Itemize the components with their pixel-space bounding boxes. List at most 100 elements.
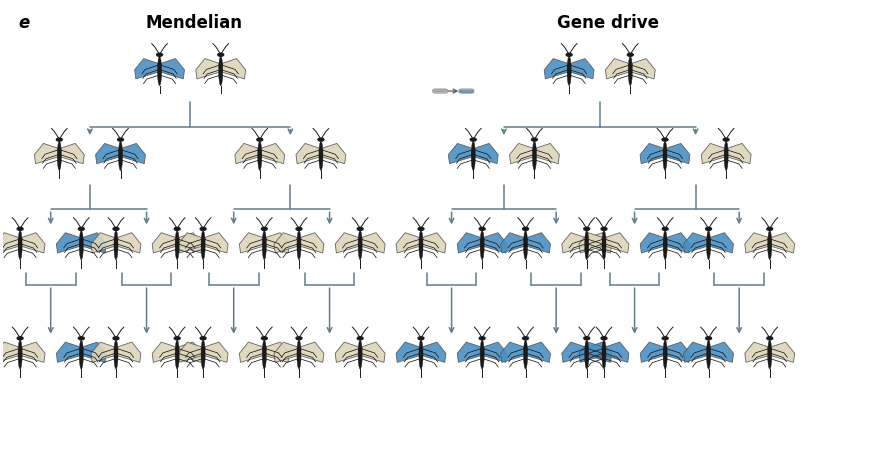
Circle shape xyxy=(157,54,162,57)
Polygon shape xyxy=(640,342,664,363)
Polygon shape xyxy=(667,342,690,363)
Polygon shape xyxy=(727,144,751,164)
Text: Gene drive: Gene drive xyxy=(558,14,660,32)
Circle shape xyxy=(523,337,529,340)
Polygon shape xyxy=(204,233,228,253)
Polygon shape xyxy=(396,233,420,253)
Polygon shape xyxy=(361,233,385,253)
Polygon shape xyxy=(771,233,795,253)
FancyBboxPatch shape xyxy=(459,90,474,93)
Ellipse shape xyxy=(585,340,588,369)
Ellipse shape xyxy=(358,231,362,260)
Ellipse shape xyxy=(79,340,83,369)
Ellipse shape xyxy=(419,231,423,260)
Polygon shape xyxy=(82,233,106,253)
Polygon shape xyxy=(0,342,19,363)
Polygon shape xyxy=(588,233,611,253)
Polygon shape xyxy=(260,144,285,164)
Polygon shape xyxy=(21,233,45,253)
Polygon shape xyxy=(239,233,263,253)
Circle shape xyxy=(724,139,729,142)
Circle shape xyxy=(113,337,119,340)
Circle shape xyxy=(627,54,633,57)
Ellipse shape xyxy=(114,340,118,369)
Polygon shape xyxy=(61,144,84,164)
Ellipse shape xyxy=(319,142,323,171)
Polygon shape xyxy=(153,342,176,363)
Polygon shape xyxy=(667,144,690,164)
Polygon shape xyxy=(235,144,259,164)
Ellipse shape xyxy=(524,231,528,260)
Polygon shape xyxy=(422,342,446,363)
Ellipse shape xyxy=(663,142,667,171)
Circle shape xyxy=(261,337,267,340)
Polygon shape xyxy=(96,144,119,164)
Polygon shape xyxy=(361,342,385,363)
Ellipse shape xyxy=(158,57,161,87)
Circle shape xyxy=(706,228,711,231)
Ellipse shape xyxy=(18,340,22,369)
Polygon shape xyxy=(562,342,586,363)
Polygon shape xyxy=(709,233,733,253)
Circle shape xyxy=(113,228,119,231)
Ellipse shape xyxy=(724,142,728,171)
Polygon shape xyxy=(422,233,446,253)
Circle shape xyxy=(523,228,529,231)
Polygon shape xyxy=(300,233,324,253)
Ellipse shape xyxy=(628,57,632,87)
Circle shape xyxy=(18,337,23,340)
Polygon shape xyxy=(501,342,524,363)
Ellipse shape xyxy=(471,142,475,171)
Polygon shape xyxy=(91,233,115,253)
Circle shape xyxy=(200,337,206,340)
Ellipse shape xyxy=(532,142,537,171)
Polygon shape xyxy=(21,342,45,363)
Ellipse shape xyxy=(602,231,606,260)
Polygon shape xyxy=(579,342,602,363)
Polygon shape xyxy=(335,342,359,363)
Ellipse shape xyxy=(358,340,362,369)
Ellipse shape xyxy=(297,340,301,369)
Polygon shape xyxy=(91,342,115,363)
Ellipse shape xyxy=(767,340,772,369)
Circle shape xyxy=(78,228,84,231)
Ellipse shape xyxy=(114,231,118,260)
Circle shape xyxy=(217,54,224,57)
Circle shape xyxy=(357,228,363,231)
Polygon shape xyxy=(274,342,298,363)
Text: e: e xyxy=(18,14,30,32)
Ellipse shape xyxy=(707,340,710,369)
Circle shape xyxy=(418,228,424,231)
Ellipse shape xyxy=(663,231,667,260)
Polygon shape xyxy=(702,144,725,164)
Polygon shape xyxy=(771,342,795,363)
Polygon shape xyxy=(709,342,733,363)
Circle shape xyxy=(257,139,263,142)
Polygon shape xyxy=(160,60,184,80)
Circle shape xyxy=(118,139,124,142)
Circle shape xyxy=(175,228,180,231)
Ellipse shape xyxy=(18,231,22,260)
Circle shape xyxy=(531,139,538,142)
Circle shape xyxy=(662,337,668,340)
Polygon shape xyxy=(588,342,611,363)
Circle shape xyxy=(479,228,485,231)
Ellipse shape xyxy=(175,231,179,260)
Polygon shape xyxy=(274,233,298,253)
FancyBboxPatch shape xyxy=(433,90,447,93)
Polygon shape xyxy=(122,144,146,164)
Circle shape xyxy=(584,337,589,340)
Polygon shape xyxy=(579,233,602,253)
Polygon shape xyxy=(266,342,289,363)
Polygon shape xyxy=(396,342,420,363)
Polygon shape xyxy=(196,60,219,80)
Polygon shape xyxy=(118,342,141,363)
Circle shape xyxy=(56,139,62,142)
Ellipse shape xyxy=(585,231,588,260)
Polygon shape xyxy=(266,233,289,253)
Polygon shape xyxy=(56,342,80,363)
Polygon shape xyxy=(178,233,202,253)
Polygon shape xyxy=(56,233,80,253)
Polygon shape xyxy=(545,60,568,80)
Polygon shape xyxy=(684,342,708,363)
